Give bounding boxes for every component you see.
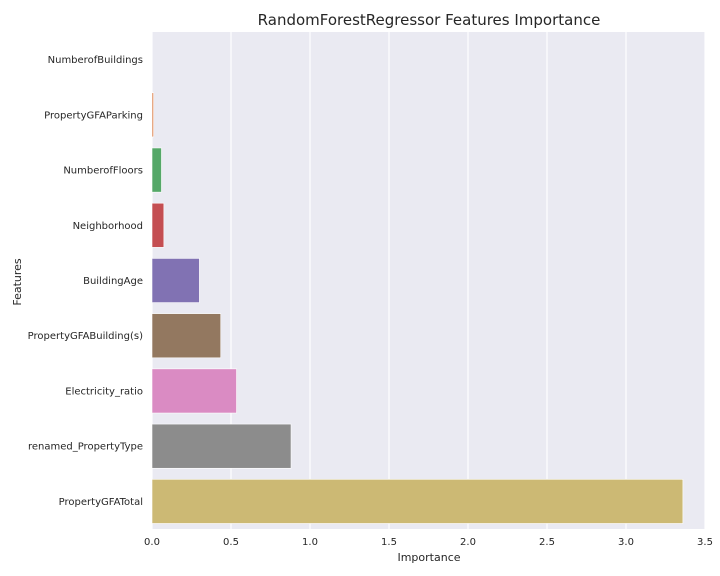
x-tick-label: 1.5 — [381, 537, 397, 548]
x-tick-label: 1.0 — [302, 537, 318, 548]
bar-propertygfaparking — [151, 92, 154, 138]
bar-renamed-propertytype — [151, 423, 292, 469]
bar-propertygfabuilding-s — [151, 313, 222, 359]
y-category-label: renamed_PropertyType — [28, 442, 143, 453]
bar-neighborhood — [151, 202, 165, 248]
chart-title: RandomForestRegressor Features Importanc… — [258, 11, 601, 29]
bar-electricity-ratio — [151, 368, 237, 414]
x-tick-label: 3.5 — [697, 537, 713, 548]
x-tick-labels: 0.0 0.5 1.0 1.5 2.0 2.5 3.0 3.5 — [144, 537, 713, 548]
y-category-label: BuildingAge — [83, 276, 143, 287]
x-axis-label: Importance — [397, 551, 460, 564]
x-tick-label: 2.0 — [460, 537, 476, 548]
y-category-label: Neighborhood — [73, 221, 143, 232]
y-category-label: PropertyGFAParking — [44, 110, 143, 121]
y-category-label: NumberofBuildings — [48, 55, 143, 66]
x-tick-label: 3.0 — [618, 537, 634, 548]
y-category-label: NumberofFloors — [63, 166, 143, 177]
y-category-label: PropertyGFABuilding(s) — [28, 331, 143, 342]
bar-buildingage — [151, 258, 200, 303]
bar-numberoffloors — [151, 147, 162, 193]
x-tick-label: 0.5 — [223, 537, 239, 548]
x-tick-label: 0.0 — [144, 537, 160, 548]
x-tick-label: 2.5 — [539, 537, 555, 548]
y-category-label: Electricity_ratio — [65, 386, 143, 397]
bar-propertygfatotal — [151, 478, 684, 524]
bars — [151, 92, 684, 524]
y-axis-label: Features — [11, 258, 24, 306]
y-category-label: PropertyGFATotal — [59, 497, 143, 508]
y-category-labels: NumberofBuildings PropertyGFAParking Numbe… — [28, 55, 143, 508]
